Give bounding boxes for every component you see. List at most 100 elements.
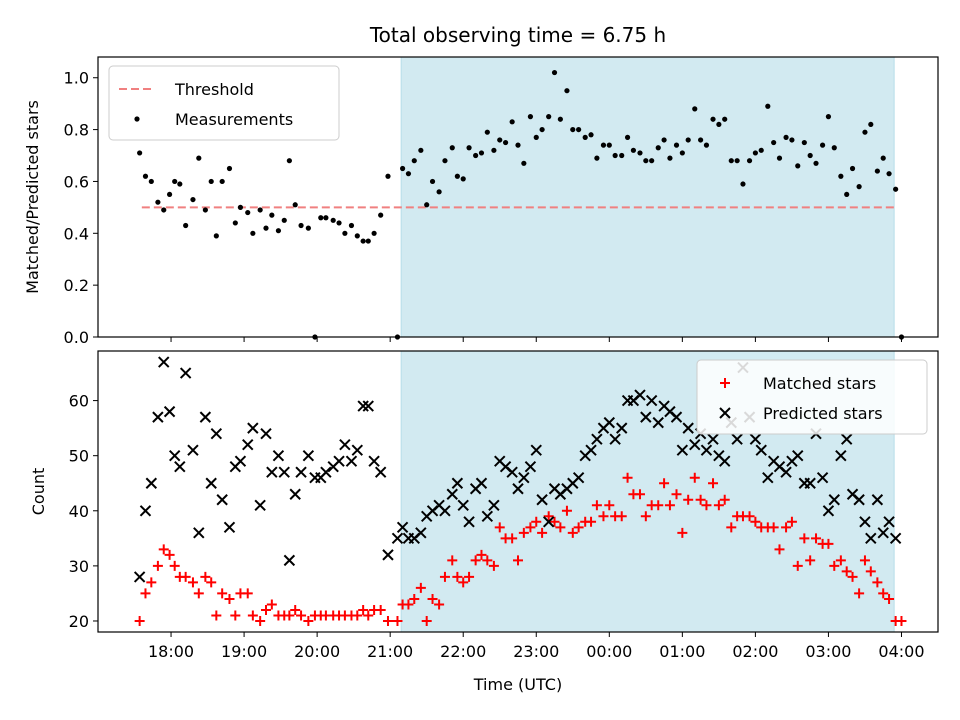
data-point — [254, 499, 266, 511]
data-point — [604, 500, 615, 511]
data-point — [792, 560, 803, 571]
data-point — [357, 400, 369, 412]
data-point — [382, 549, 394, 561]
data-point — [673, 142, 680, 148]
data-point — [336, 220, 342, 226]
y-tick-label: 0.0 — [64, 328, 89, 347]
data-point — [543, 511, 554, 522]
data-point — [196, 155, 202, 161]
data-point — [676, 444, 689, 456]
data-point — [719, 494, 730, 505]
data-point — [190, 196, 196, 203]
data-point — [193, 588, 204, 599]
data-point — [710, 116, 716, 122]
data-point — [133, 571, 146, 583]
data-point — [722, 116, 728, 122]
data-point — [871, 494, 884, 506]
data-point — [266, 466, 278, 478]
series-measurements — [137, 69, 905, 340]
data-point — [429, 178, 436, 185]
data-point — [362, 400, 374, 412]
data-point — [345, 455, 358, 467]
data-point — [811, 533, 822, 544]
data-point — [205, 477, 217, 489]
data-point — [247, 422, 259, 434]
x-tick-label: 00:00 — [586, 642, 632, 661]
data-point — [478, 150, 485, 156]
data-point — [707, 433, 719, 445]
data-point — [200, 571, 211, 582]
y-tick-label: 0.8 — [64, 121, 89, 140]
data-point — [339, 438, 351, 451]
data-point — [862, 129, 868, 135]
data-point — [232, 220, 238, 226]
figure-title: Total observing time = 6.75 h — [369, 23, 666, 47]
data-point — [591, 433, 603, 445]
series-predicted-stars — [133, 356, 902, 583]
data-point — [418, 147, 424, 153]
data-point — [365, 238, 371, 244]
data-point — [557, 116, 563, 122]
y-tick-label: 0.4 — [64, 224, 89, 243]
data-point — [281, 217, 287, 223]
data-point — [152, 411, 164, 423]
data-point — [371, 230, 377, 236]
data-point — [269, 212, 275, 218]
legend-swatch — [134, 116, 140, 122]
data-point — [801, 139, 807, 146]
data-point — [237, 204, 244, 210]
data-point — [734, 158, 740, 164]
data-point — [831, 145, 837, 151]
x-tick-label: 22:00 — [440, 642, 486, 661]
data-point — [494, 522, 505, 533]
data-point — [536, 494, 548, 506]
data-point — [889, 532, 902, 545]
data-point — [286, 158, 292, 164]
data-point — [449, 145, 455, 151]
y-tick-label: 1.0 — [64, 69, 89, 88]
data-point — [795, 163, 801, 169]
data-point — [586, 516, 597, 527]
data-point — [399, 165, 406, 172]
data-point — [872, 577, 883, 588]
data-point — [804, 477, 816, 489]
data-point — [645, 394, 658, 407]
data-point — [454, 173, 460, 179]
data-point — [161, 207, 167, 213]
data-point — [296, 610, 307, 621]
data-point — [521, 160, 527, 166]
legend-swatch — [719, 407, 731, 419]
data-point — [180, 571, 191, 582]
data-point — [564, 88, 570, 94]
data-point — [582, 134, 588, 140]
data-point — [513, 555, 523, 566]
data-point — [488, 560, 499, 571]
legend-label: Measurements — [175, 110, 293, 129]
data-point — [199, 411, 212, 423]
data-point — [216, 494, 228, 506]
data-point — [378, 212, 384, 218]
data-point — [661, 137, 667, 143]
data-point — [475, 477, 488, 489]
data-point — [442, 158, 448, 164]
data-point — [740, 181, 746, 187]
data-point — [163, 405, 176, 418]
data-point — [385, 173, 391, 179]
data-point — [298, 222, 304, 229]
data-point — [506, 466, 518, 478]
data-point — [247, 610, 258, 621]
data-point — [683, 494, 694, 505]
data-point — [415, 582, 426, 593]
data-point — [682, 422, 694, 434]
data-point — [302, 449, 315, 462]
data-point — [609, 433, 621, 445]
data-point — [649, 158, 655, 164]
data-point — [542, 516, 555, 528]
data-point — [655, 145, 661, 151]
data-point — [664, 500, 675, 511]
data-point — [692, 106, 698, 112]
data-point — [799, 533, 810, 544]
axes-frame — [97, 56, 939, 338]
data-point — [374, 466, 387, 478]
data-point — [275, 228, 282, 234]
